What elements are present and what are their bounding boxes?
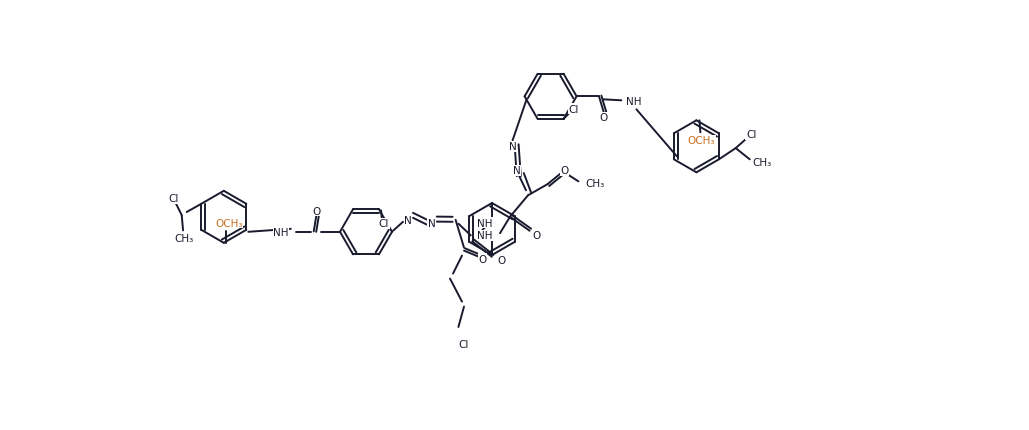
Text: Cl: Cl <box>568 104 578 114</box>
Text: O: O <box>560 166 568 176</box>
Text: O: O <box>497 255 505 265</box>
Text: O: O <box>600 113 608 123</box>
Text: CH₃: CH₃ <box>586 178 605 188</box>
Text: O: O <box>532 230 540 240</box>
Text: NH: NH <box>477 218 493 228</box>
Text: NH: NH <box>627 97 642 107</box>
Text: O: O <box>312 206 320 216</box>
Text: OCH₃: OCH₃ <box>215 218 243 228</box>
Text: CH₃: CH₃ <box>175 233 194 244</box>
Text: N: N <box>428 218 435 228</box>
Text: OCH₃: OCH₃ <box>687 136 715 146</box>
Text: Cl: Cl <box>379 219 389 229</box>
Text: O: O <box>478 255 487 264</box>
Text: NH: NH <box>274 227 289 237</box>
Text: N: N <box>512 166 521 176</box>
Text: N: N <box>404 215 412 225</box>
Text: Cl: Cl <box>746 130 756 140</box>
Text: Cl: Cl <box>168 194 178 204</box>
Text: N: N <box>508 142 517 152</box>
Text: CH₃: CH₃ <box>752 158 772 168</box>
Text: Cl: Cl <box>458 339 468 349</box>
Text: NH: NH <box>477 230 493 241</box>
